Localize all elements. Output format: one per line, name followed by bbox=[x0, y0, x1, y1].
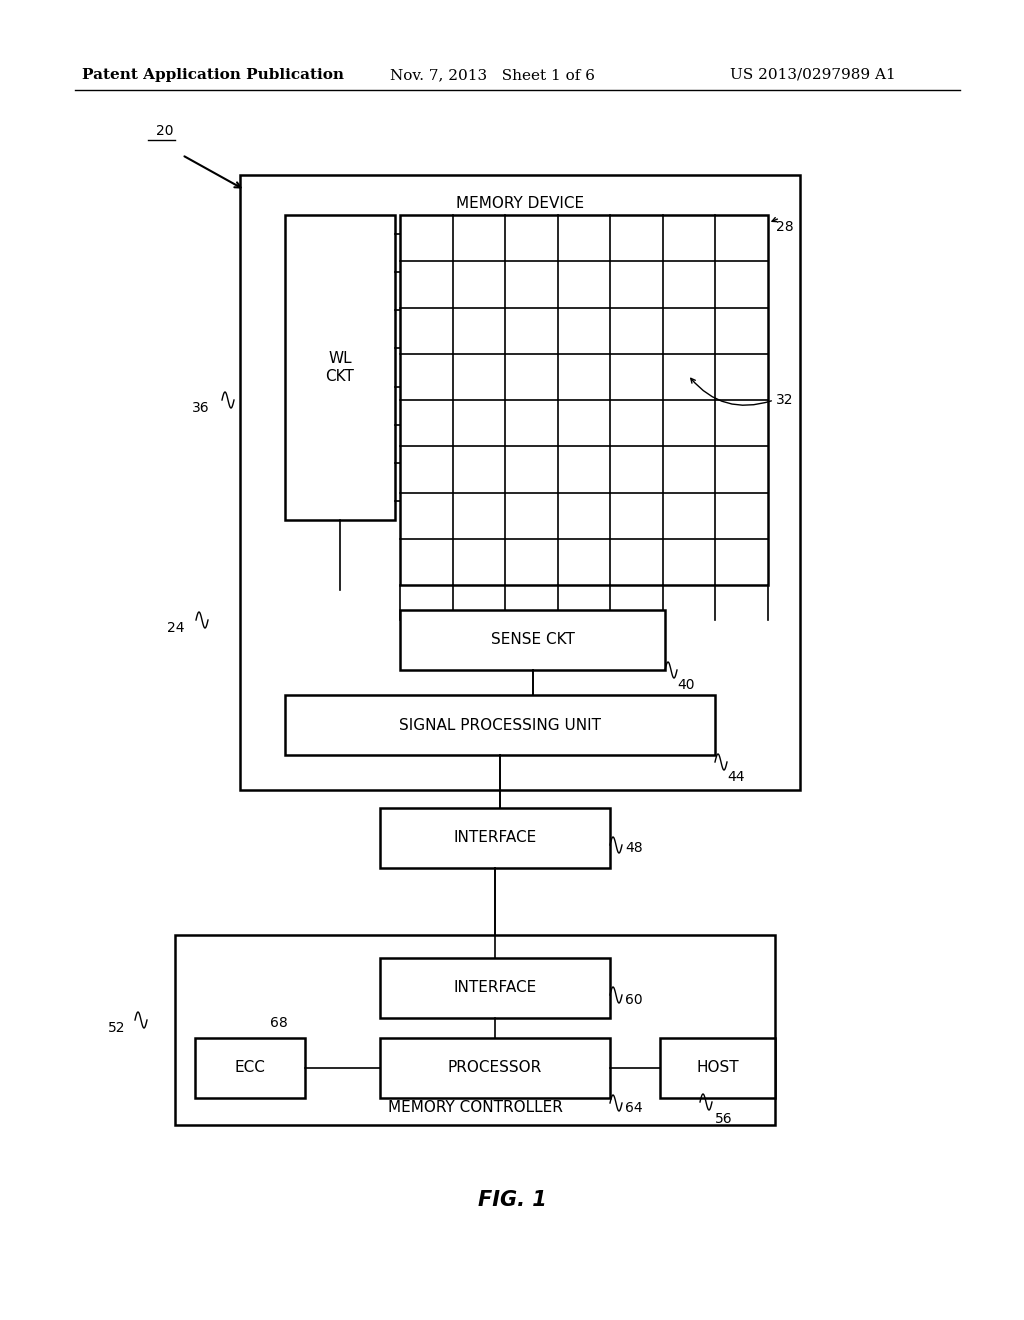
Text: INTERFACE: INTERFACE bbox=[454, 830, 537, 846]
Bar bbox=[380, 1038, 610, 1098]
Bar bbox=[285, 215, 395, 520]
Text: 36: 36 bbox=[193, 401, 210, 414]
Text: SENSE CKT: SENSE CKT bbox=[490, 632, 574, 648]
Text: MEMORY CONTROLLER: MEMORY CONTROLLER bbox=[387, 1100, 562, 1114]
Text: 20: 20 bbox=[157, 124, 174, 139]
Text: INTERFACE: INTERFACE bbox=[454, 981, 537, 995]
Bar bbox=[660, 1038, 775, 1098]
Bar bbox=[240, 176, 800, 789]
Bar bbox=[175, 935, 775, 1125]
Text: 32: 32 bbox=[776, 393, 794, 407]
Text: 44: 44 bbox=[727, 770, 744, 784]
Text: MEMORY DEVICE: MEMORY DEVICE bbox=[456, 195, 584, 210]
Text: 40: 40 bbox=[677, 678, 694, 692]
Text: 52: 52 bbox=[108, 1020, 125, 1035]
Text: FIG. 1: FIG. 1 bbox=[477, 1191, 547, 1210]
Text: HOST: HOST bbox=[696, 1060, 738, 1076]
Text: 48: 48 bbox=[625, 841, 643, 855]
Text: Nov. 7, 2013   Sheet 1 of 6: Nov. 7, 2013 Sheet 1 of 6 bbox=[390, 69, 595, 82]
Text: ECC: ECC bbox=[234, 1060, 265, 1076]
Text: 64: 64 bbox=[625, 1101, 643, 1115]
Text: 28: 28 bbox=[776, 220, 794, 234]
Bar bbox=[380, 808, 610, 869]
Text: 56: 56 bbox=[715, 1111, 732, 1126]
Bar bbox=[400, 610, 665, 671]
Bar bbox=[285, 696, 715, 755]
Text: 60: 60 bbox=[625, 993, 643, 1007]
Bar bbox=[195, 1038, 305, 1098]
Text: PROCESSOR: PROCESSOR bbox=[447, 1060, 542, 1076]
Bar bbox=[400, 215, 768, 585]
Bar bbox=[380, 958, 610, 1018]
Text: US 2013/0297989 A1: US 2013/0297989 A1 bbox=[730, 69, 896, 82]
Text: 24: 24 bbox=[168, 620, 185, 635]
Text: SIGNAL PROCESSING UNIT: SIGNAL PROCESSING UNIT bbox=[399, 718, 601, 733]
Text: 68: 68 bbox=[270, 1016, 288, 1030]
Text: Patent Application Publication: Patent Application Publication bbox=[82, 69, 344, 82]
Text: WL
CKT: WL CKT bbox=[326, 351, 354, 384]
